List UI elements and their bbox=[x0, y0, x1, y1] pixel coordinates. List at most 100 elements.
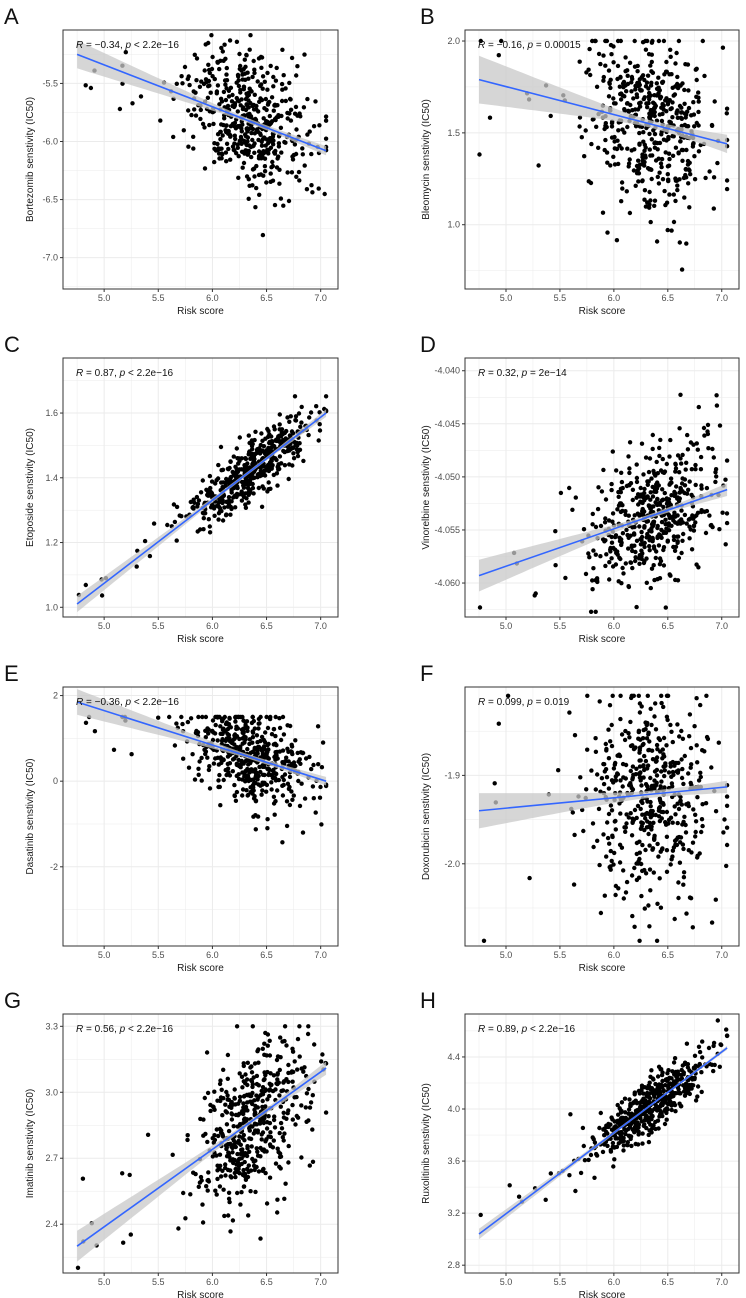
data-point bbox=[536, 163, 541, 168]
data-point bbox=[229, 1117, 235, 1122]
data-point bbox=[245, 1166, 250, 1172]
data-point bbox=[307, 129, 312, 134]
data-point bbox=[197, 759, 202, 764]
data-point bbox=[230, 92, 235, 98]
data-point bbox=[655, 901, 660, 906]
data-point bbox=[683, 166, 688, 172]
data-point bbox=[647, 528, 652, 533]
data-point bbox=[638, 826, 644, 831]
data-point bbox=[687, 734, 692, 739]
data-point bbox=[602, 520, 608, 525]
data-point bbox=[668, 862, 673, 867]
data-point bbox=[672, 804, 677, 809]
data-point bbox=[285, 1111, 290, 1116]
data-point bbox=[690, 840, 696, 845]
data-point bbox=[275, 788, 280, 793]
data-point bbox=[200, 478, 205, 483]
data-point bbox=[711, 175, 717, 180]
data-point bbox=[220, 484, 225, 490]
data-point bbox=[187, 82, 192, 88]
data-point bbox=[657, 453, 662, 459]
data-point bbox=[278, 125, 284, 130]
data-point bbox=[254, 128, 260, 134]
data-point bbox=[246, 196, 251, 201]
data-point bbox=[648, 63, 653, 68]
data-point bbox=[625, 81, 631, 87]
data-point bbox=[224, 1145, 229, 1150]
data-point bbox=[577, 59, 582, 64]
data-point bbox=[192, 777, 198, 782]
data-point bbox=[672, 1056, 678, 1061]
data-point bbox=[619, 542, 624, 548]
data-point bbox=[260, 1098, 265, 1104]
data-point bbox=[683, 1087, 688, 1092]
data-point bbox=[222, 42, 227, 47]
data-point bbox=[671, 1093, 676, 1099]
data-point bbox=[268, 171, 273, 176]
data-point bbox=[202, 68, 207, 73]
data-point bbox=[683, 115, 688, 120]
data-point bbox=[705, 422, 711, 428]
data-point bbox=[694, 66, 699, 72]
data-point bbox=[305, 132, 310, 137]
plot-border bbox=[62, 357, 339, 618]
data-point bbox=[643, 204, 649, 209]
data-point bbox=[657, 556, 663, 561]
data-point bbox=[652, 145, 658, 150]
data-point bbox=[588, 609, 594, 614]
data-point bbox=[226, 722, 232, 727]
data-point bbox=[240, 760, 245, 766]
data-point bbox=[707, 513, 712, 518]
data-point bbox=[650, 494, 656, 499]
data-point bbox=[202, 1095, 207, 1101]
data-point bbox=[635, 63, 640, 69]
data-point bbox=[186, 108, 191, 113]
data-point bbox=[267, 1120, 273, 1126]
data-point bbox=[314, 404, 319, 409]
data-point bbox=[662, 768, 667, 773]
confidence-band bbox=[479, 55, 728, 154]
data-point bbox=[655, 1091, 660, 1097]
data-point bbox=[241, 1079, 246, 1084]
data-point bbox=[260, 764, 265, 769]
data-point bbox=[611, 44, 616, 49]
data-point bbox=[262, 79, 267, 85]
data-point bbox=[633, 555, 638, 560]
data-point bbox=[590, 587, 595, 592]
data-point bbox=[197, 84, 203, 90]
data-point bbox=[621, 1148, 626, 1153]
data-point bbox=[643, 847, 648, 853]
data-point bbox=[626, 454, 631, 459]
data-point bbox=[198, 107, 203, 113]
data-point bbox=[218, 755, 224, 761]
data-point bbox=[639, 893, 644, 899]
data-point bbox=[724, 1027, 729, 1032]
data-point bbox=[215, 132, 221, 137]
data-point bbox=[215, 141, 220, 147]
data-point bbox=[664, 848, 670, 853]
data-point bbox=[195, 501, 201, 507]
data-point bbox=[660, 80, 665, 86]
data-point bbox=[323, 394, 329, 399]
data-point bbox=[594, 1153, 600, 1158]
data-point bbox=[287, 111, 292, 116]
data-point bbox=[532, 593, 537, 598]
data-point bbox=[209, 33, 214, 38]
data-point bbox=[709, 920, 715, 925]
data-point bbox=[717, 1064, 722, 1070]
data-point bbox=[684, 241, 689, 246]
data-point bbox=[702, 749, 707, 754]
data-point bbox=[256, 721, 261, 726]
data-point bbox=[254, 1146, 259, 1151]
data-point bbox=[256, 109, 261, 114]
data-point bbox=[671, 1079, 677, 1084]
data-point bbox=[251, 1163, 257, 1169]
data-point bbox=[646, 732, 651, 737]
data-point bbox=[249, 1093, 254, 1099]
data-point bbox=[256, 471, 261, 477]
data-point bbox=[279, 1088, 284, 1094]
data-point bbox=[655, 1074, 661, 1079]
data-point bbox=[264, 180, 269, 185]
data-point bbox=[265, 817, 270, 822]
data-point bbox=[272, 117, 278, 122]
